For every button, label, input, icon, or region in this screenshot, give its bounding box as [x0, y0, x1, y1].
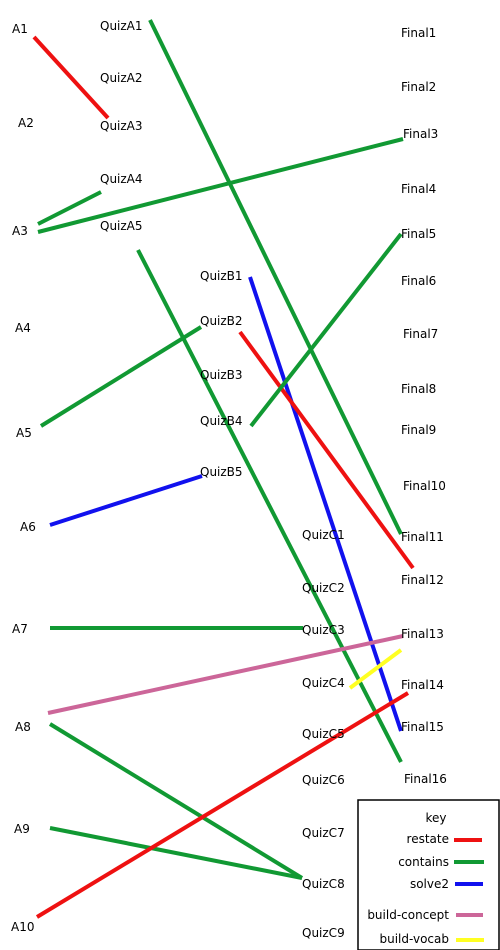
- key-label-build-vocab: build-vocab: [379, 932, 449, 946]
- node-label-quiza2: QuizA2: [100, 71, 143, 85]
- key-label-build-concept: build-concept: [367, 908, 449, 922]
- edge-contains-a3-quiza4: [37, 190, 102, 226]
- node-label-quizc6: QuizC6: [302, 773, 345, 787]
- node-label-a8: A8: [15, 720, 31, 734]
- node-label-quiza1: QuizA1: [100, 19, 143, 33]
- node-label-final3: Final3: [403, 127, 438, 141]
- edge-contains-quizb4-final5: [249, 232, 403, 428]
- edge-contains-a8-quizc8: [48, 722, 304, 880]
- edge-contains-quiza5-final16: [136, 249, 403, 763]
- node-label-final11: Final11: [401, 530, 444, 544]
- node-label-a10: A10: [11, 920, 34, 934]
- node-label-final6: Final6: [401, 274, 436, 288]
- edge-contains-quiza1-final11: [148, 19, 403, 535]
- node-label-a5: A5: [16, 426, 32, 440]
- edge-restate-a1-quiza3: [32, 35, 110, 120]
- node-label-a2: A2: [18, 116, 34, 130]
- node-label-quizc5: QuizC5: [302, 727, 345, 741]
- labels-layer: A1 A2 A3 A4 A5 A6 A7 A8 A9 A10 QuizA1 QuizA2 QuizA3 Q…: [11, 19, 447, 940]
- node-label-quiza5: QuizA5: [100, 219, 143, 233]
- node-label-quiza4: QuizA4: [100, 172, 143, 186]
- node-label-a7: A7: [12, 622, 28, 636]
- node-label-quizb1: QuizB1: [200, 269, 243, 283]
- node-label-final7: Final7: [403, 327, 438, 341]
- node-label-final1: Final1: [401, 26, 436, 40]
- node-label-quizc7: QuizC7: [302, 826, 345, 840]
- node-label-quizc3: QuizC3: [302, 623, 345, 637]
- key-title: key: [425, 811, 446, 825]
- node-label-final5: Final5: [401, 227, 436, 241]
- node-label-quizb4: QuizB4: [200, 414, 243, 428]
- node-label-quizb3: QuizB3: [200, 368, 243, 382]
- edge-solve2-quizb1-final15: [248, 276, 403, 732]
- node-label-a9: A9: [14, 822, 30, 836]
- edges-layer: [32, 19, 415, 919]
- edge-contains-a5-quizb2: [39, 325, 203, 428]
- node-label-a1: A1: [12, 22, 28, 36]
- edge-solve2-a6-quizb5: [49, 474, 203, 527]
- node-label-final14: Final14: [401, 678, 444, 692]
- node-label-quizb5: QuizB5: [200, 465, 243, 479]
- node-label-a4: A4: [15, 321, 31, 335]
- node-label-a6: A6: [20, 520, 36, 534]
- node-label-final9: Final9: [401, 423, 436, 437]
- edge-contains-a9-quizc8: [49, 826, 303, 880]
- key-label-contains: contains: [398, 855, 449, 869]
- edge-restate-quizb2-final12: [238, 330, 415, 570]
- edge-restate-a10-final14: [35, 691, 410, 919]
- node-label-quiza3: QuizA3: [100, 119, 143, 133]
- edge-build-concept-a8-final13: [47, 634, 404, 715]
- key-box: [357, 799, 500, 950]
- edge-build-vocab-quizc4-final13: [348, 648, 403, 690]
- node-label-quizc1: QuizC1: [302, 528, 345, 542]
- node-label-final2: Final2: [401, 80, 436, 94]
- node-label-quizc8: QuizC8: [302, 877, 345, 891]
- node-label-final4: Final4: [401, 182, 436, 196]
- key-legend: key restate contains solve2 build-concept bu…: [357, 799, 500, 950]
- node-label-a3: A3: [12, 224, 28, 238]
- node-label-quizc9: QuizC9: [302, 926, 345, 940]
- node-label-final10: Final10: [403, 479, 446, 493]
- node-label-final8: Final8: [401, 382, 436, 396]
- edge-contains-a3-final3: [37, 137, 404, 234]
- node-label-final16: Final16: [404, 772, 447, 786]
- node-label-quizb2: QuizB2: [200, 314, 243, 328]
- key-label-solve2: solve2: [410, 877, 449, 891]
- node-label-final13: Final13: [401, 627, 444, 641]
- key-label-restate: restate: [407, 832, 449, 846]
- node-label-final12: Final12: [401, 573, 444, 587]
- node-label-quizc2: QuizC2: [302, 581, 345, 595]
- node-label-quizc4: QuizC4: [302, 676, 345, 690]
- node-label-final15: Final15: [401, 720, 444, 734]
